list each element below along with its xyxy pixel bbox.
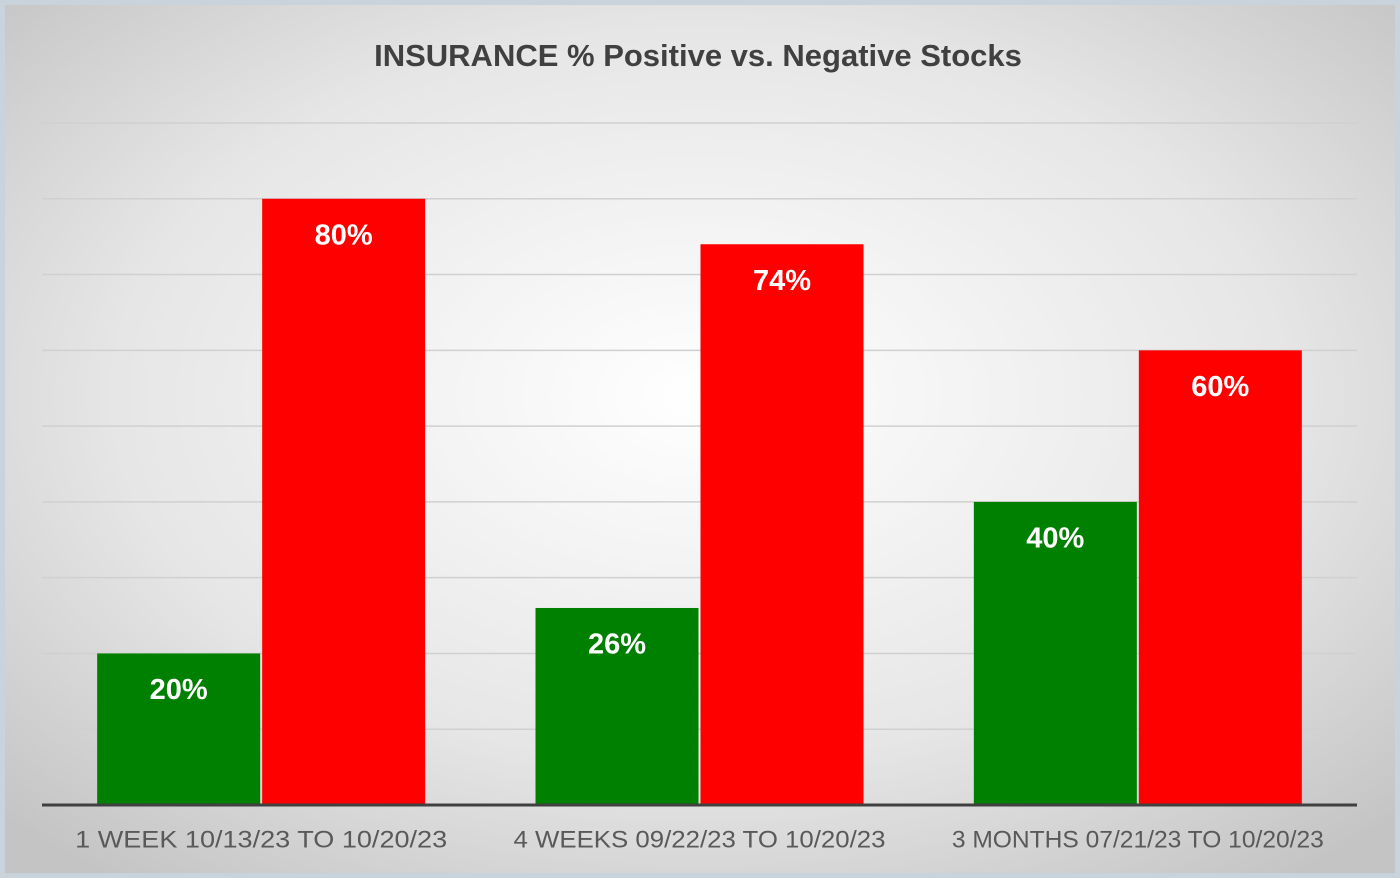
bar bbox=[97, 653, 261, 805]
x-tick-label: 1 WEEK 10/13/23 TO 10/20/23 bbox=[75, 826, 447, 853]
bar bbox=[262, 198, 426, 805]
data-label: 20% bbox=[150, 674, 208, 706]
data-label: 26% bbox=[588, 629, 646, 661]
data-label: 80% bbox=[315, 219, 373, 251]
bar bbox=[700, 244, 864, 805]
data-label: 74% bbox=[753, 265, 811, 297]
bar bbox=[973, 501, 1137, 805]
x-tick-label: 4 WEEKS 09/22/23 TO 10/20/23 bbox=[514, 826, 886, 853]
x-tick-label: 3 MONTHS 07/21/23 TO 10/20/23 bbox=[952, 826, 1324, 853]
chart-title: INSURANCE % Positive vs. Negative Stocks bbox=[374, 38, 1022, 73]
bar bbox=[535, 607, 699, 805]
bar bbox=[1138, 350, 1302, 805]
data-label: 60% bbox=[1191, 371, 1249, 403]
data-label: 40% bbox=[1026, 523, 1084, 555]
